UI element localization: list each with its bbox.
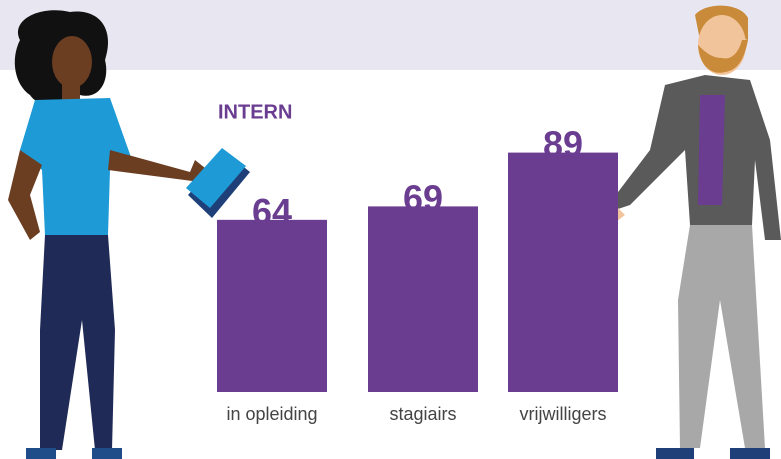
value-label: 69	[403, 177, 443, 218]
chart-title: INTERN	[218, 101, 292, 123]
x-tick-label: stagiairs	[389, 404, 456, 424]
header-band	[0, 0, 781, 70]
bar	[508, 153, 618, 392]
bar	[368, 206, 478, 392]
x-tick-label: vrijwilligers	[519, 404, 606, 424]
chart: INTERN 64 in opleiding 69 stagiairs 89 vrijwi…	[0, 0, 781, 459]
bar	[217, 220, 327, 392]
value-label: 64	[252, 191, 292, 232]
value-label: 89	[543, 124, 583, 165]
x-tick-label: in opleiding	[226, 404, 317, 424]
